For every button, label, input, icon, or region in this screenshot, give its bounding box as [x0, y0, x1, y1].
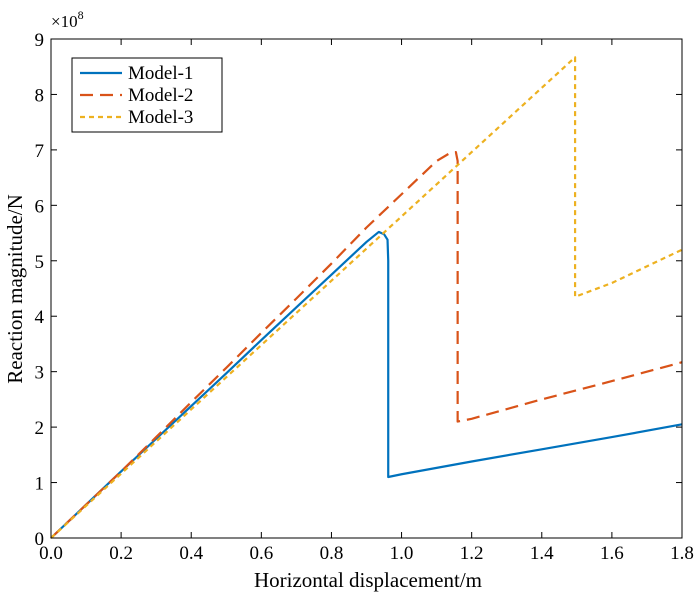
x-tick-label: 1.8 [670, 543, 694, 564]
series-line-3 [50, 56, 683, 539]
y-tick-label: 2 [35, 418, 45, 439]
series-layer [50, 56, 683, 539]
y-scale-label: ×108 [51, 8, 84, 31]
y-tick-label: 6 [35, 196, 45, 217]
x-tick-label: 0.6 [249, 543, 273, 564]
y-tick-label: 1 [35, 474, 45, 495]
series-line-2 [50, 151, 683, 539]
x-tick-label: 0.8 [320, 543, 344, 564]
legend-box [71, 57, 223, 133]
y-tick-label: 5 [35, 252, 45, 273]
x-tick-label: 0.0 [39, 543, 63, 564]
y-tick-label: 3 [35, 363, 45, 384]
y-tick-label: 7 [35, 141, 45, 162]
legend-label-2: Model-2 [128, 85, 193, 106]
x-tick-label: 1.6 [600, 543, 624, 564]
axes-layer [50, 38, 683, 539]
ticks-layer: 0.0 0.2 0.4 0.6 0.8 1.0 1.2 1.4 1.6 1.8 0 1 2 3 4 5 6 7 8 9 [35, 30, 694, 564]
y-tick-label: 8 [35, 85, 45, 106]
y-tick-label: 4 [35, 307, 45, 328]
x-tick-label: 1.0 [390, 543, 414, 564]
series-line-1 [50, 230, 683, 539]
x-tick-label: 0.2 [109, 543, 133, 564]
legend-label-1: Model-1 [128, 63, 193, 84]
plot-frame [50, 38, 683, 539]
legend-label-3: Model-3 [128, 107, 193, 128]
x-tick-label: 1.4 [530, 543, 554, 564]
y-tick-label: 9 [35, 30, 45, 51]
y-axis-label: Reaction magnitude/N [3, 194, 27, 384]
x-tick-label: 0.4 [179, 543, 203, 564]
y-tick-label: 0 [35, 529, 45, 550]
x-tick-label: 1.2 [460, 543, 484, 564]
x-axis-label: Horizontal displacement/m [254, 568, 482, 592]
